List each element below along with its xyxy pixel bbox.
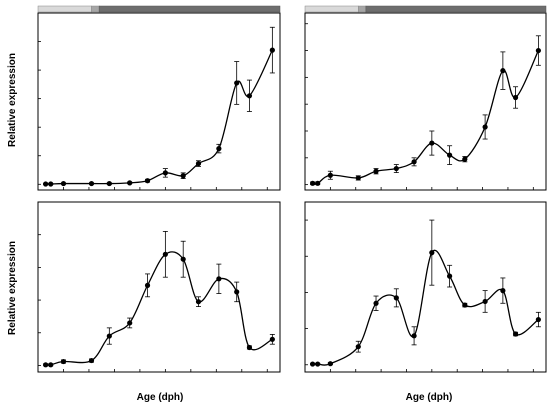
data-point bbox=[162, 251, 168, 257]
data-point bbox=[355, 344, 361, 350]
stage-bar-light bbox=[37, 5, 92, 13]
data-point bbox=[195, 299, 202, 305]
data-point bbox=[310, 180, 316, 186]
data-point bbox=[500, 68, 506, 74]
data-point bbox=[327, 361, 333, 367]
data-point bbox=[411, 159, 417, 165]
data-point bbox=[393, 295, 399, 301]
series-line bbox=[45, 251, 273, 366]
data-point bbox=[447, 152, 453, 158]
data-point bbox=[512, 94, 519, 101]
data-point bbox=[315, 361, 321, 367]
data-point bbox=[127, 320, 133, 326]
stage-bar-dark bbox=[365, 5, 547, 13]
data-point bbox=[88, 357, 95, 364]
data-point bbox=[535, 316, 541, 323]
data-point bbox=[43, 362, 49, 368]
data-point bbox=[512, 331, 519, 337]
data-point bbox=[269, 47, 275, 53]
data-point bbox=[162, 170, 168, 176]
data-point bbox=[48, 362, 54, 368]
stage-bar-mid bbox=[91, 5, 100, 13]
data-point bbox=[246, 344, 253, 351]
data-point bbox=[60, 180, 67, 187]
data-point bbox=[144, 178, 151, 184]
y-axis-title-bottom: Relative expression bbox=[7, 241, 18, 335]
data-point bbox=[429, 250, 435, 256]
data-point bbox=[373, 300, 379, 306]
data-point bbox=[447, 273, 453, 279]
series-line bbox=[312, 249, 539, 366]
data-point bbox=[43, 181, 49, 187]
data-point bbox=[482, 124, 488, 130]
data-point bbox=[106, 333, 112, 339]
data-point bbox=[88, 180, 95, 187]
y-axis-title-top: Relative expression bbox=[7, 53, 18, 147]
data-point bbox=[180, 256, 186, 262]
plot-frame bbox=[37, 201, 281, 373]
data-point bbox=[535, 47, 541, 54]
x-axis-title-left: Age (dph) bbox=[137, 392, 184, 403]
data-point bbox=[144, 282, 151, 288]
data-point bbox=[234, 80, 240, 86]
data-point bbox=[462, 156, 468, 162]
data-point bbox=[216, 146, 222, 152]
panel-a bbox=[37, 5, 281, 191]
x-axis-title-right: Age (dph) bbox=[406, 392, 453, 403]
data-point bbox=[373, 168, 379, 174]
stage-bar-dark bbox=[98, 5, 281, 13]
plot-frame bbox=[304, 201, 547, 373]
data-point bbox=[355, 175, 361, 181]
stage-bar-light bbox=[304, 5, 359, 13]
data-point bbox=[310, 361, 316, 367]
data-point bbox=[48, 181, 54, 187]
data-point bbox=[127, 180, 133, 186]
data-point bbox=[195, 160, 202, 167]
panel-d bbox=[304, 201, 547, 373]
stage-bar-mid bbox=[358, 5, 367, 13]
data-point bbox=[482, 298, 488, 305]
panel-c bbox=[37, 201, 281, 373]
data-point bbox=[315, 180, 321, 186]
data-point bbox=[327, 172, 333, 178]
data-point bbox=[180, 173, 186, 179]
data-point bbox=[500, 288, 506, 294]
plot-frame bbox=[37, 12, 281, 191]
data-point bbox=[411, 333, 417, 339]
data-point bbox=[246, 93, 253, 99]
panel-b bbox=[304, 5, 547, 191]
data-point bbox=[106, 180, 112, 187]
data-point bbox=[216, 276, 222, 282]
data-point bbox=[429, 140, 435, 146]
data-point bbox=[269, 336, 275, 342]
data-point bbox=[60, 358, 67, 365]
plot-frame bbox=[304, 12, 547, 191]
data-point bbox=[462, 302, 468, 308]
data-point bbox=[393, 165, 399, 172]
data-point bbox=[234, 289, 240, 295]
series-line bbox=[45, 49, 273, 185]
